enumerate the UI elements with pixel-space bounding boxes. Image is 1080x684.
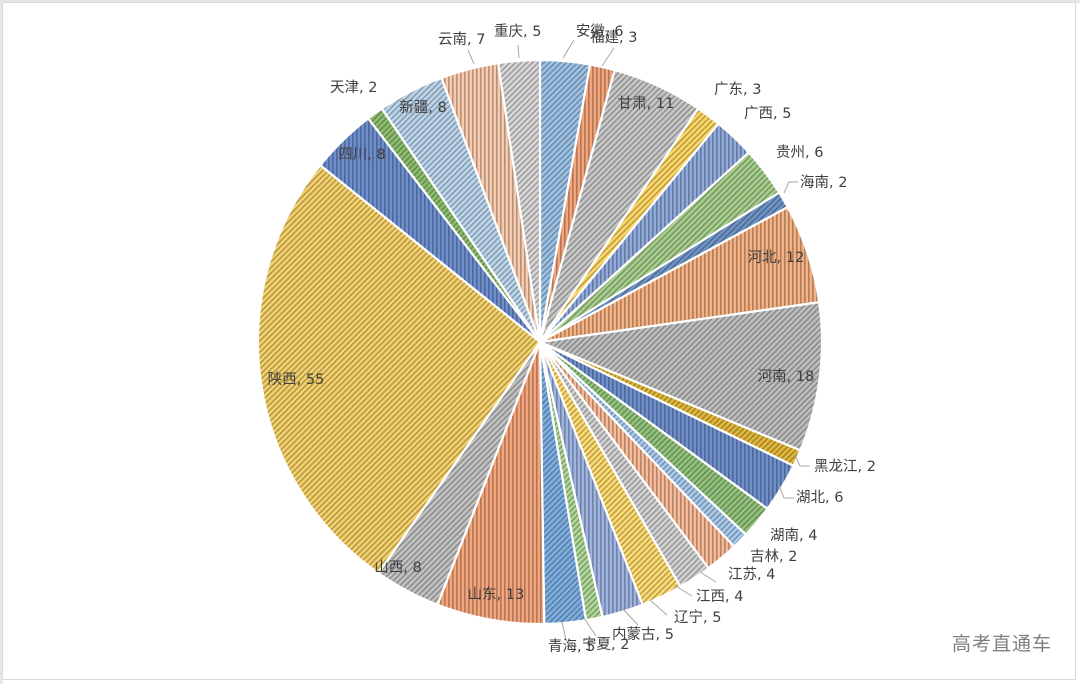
leader-line	[583, 617, 597, 637]
data-label: 陕西, 55	[268, 371, 325, 388]
data-label: 青海, 5	[548, 638, 595, 655]
frame-left-border	[0, 0, 3, 684]
data-label: 福建, 3	[590, 29, 637, 46]
leader-line	[649, 599, 668, 616]
data-label: 云南, 7	[438, 31, 485, 48]
leader-line	[783, 181, 798, 194]
data-label: 贵州, 6	[776, 144, 823, 161]
leader-line	[467, 49, 475, 65]
data-label: 江苏, 4	[728, 566, 775, 583]
data-label: 重庆, 5	[494, 23, 541, 40]
data-label: 湖北, 6	[796, 489, 843, 506]
data-label: 河南, 18	[758, 368, 815, 385]
data-label: 安徽, 6	[576, 23, 623, 40]
data-label: 河北, 12	[748, 249, 805, 266]
data-label: 湖南, 4	[770, 527, 817, 544]
leader-line	[517, 44, 520, 59]
leader-line	[673, 584, 693, 597]
data-label: 广东, 3	[714, 81, 761, 98]
pie-slices	[256, 58, 824, 626]
watermark: 高考直通车	[951, 633, 1052, 655]
data-label: 山西, 8	[374, 559, 421, 576]
leader-line	[794, 454, 810, 467]
data-label: 江西, 4	[696, 588, 743, 605]
data-label: 天津, 2	[330, 79, 377, 96]
data-label: 广西, 5	[744, 105, 791, 122]
data-label: 宁夏, 2	[582, 636, 629, 653]
data-label: 辽宁, 5	[674, 609, 721, 626]
data-label: 甘肃, 11	[618, 95, 675, 112]
pie-slice-26	[496, 58, 542, 343]
data-label: 新疆, 8	[399, 99, 446, 116]
leader-line	[699, 571, 717, 583]
leader-line	[561, 621, 567, 641]
data-labels: 安徽, 6福建, 3 甘肃, 11 广东, 3 广西, 5 贵州, 6 海南, 2 河北, …	[268, 23, 876, 655]
data-label: 黑龙江, 2	[814, 458, 876, 475]
pie-slice-8	[535, 301, 824, 452]
data-label: 四川, 8	[338, 147, 385, 163]
leader-line	[601, 47, 615, 67]
leader-line	[621, 607, 639, 626]
leader-lines	[467, 39, 810, 641]
pie-slice-21	[256, 163, 542, 575]
data-label: 吉林, 2	[750, 548, 797, 565]
data-label: 海南, 2	[800, 174, 847, 191]
data-label: 内蒙古, 5	[612, 626, 674, 643]
data-label: 山东, 13	[468, 586, 525, 603]
leader-line	[562, 39, 575, 59]
frame-top-border	[0, 0, 1080, 3]
leader-line	[778, 484, 794, 499]
